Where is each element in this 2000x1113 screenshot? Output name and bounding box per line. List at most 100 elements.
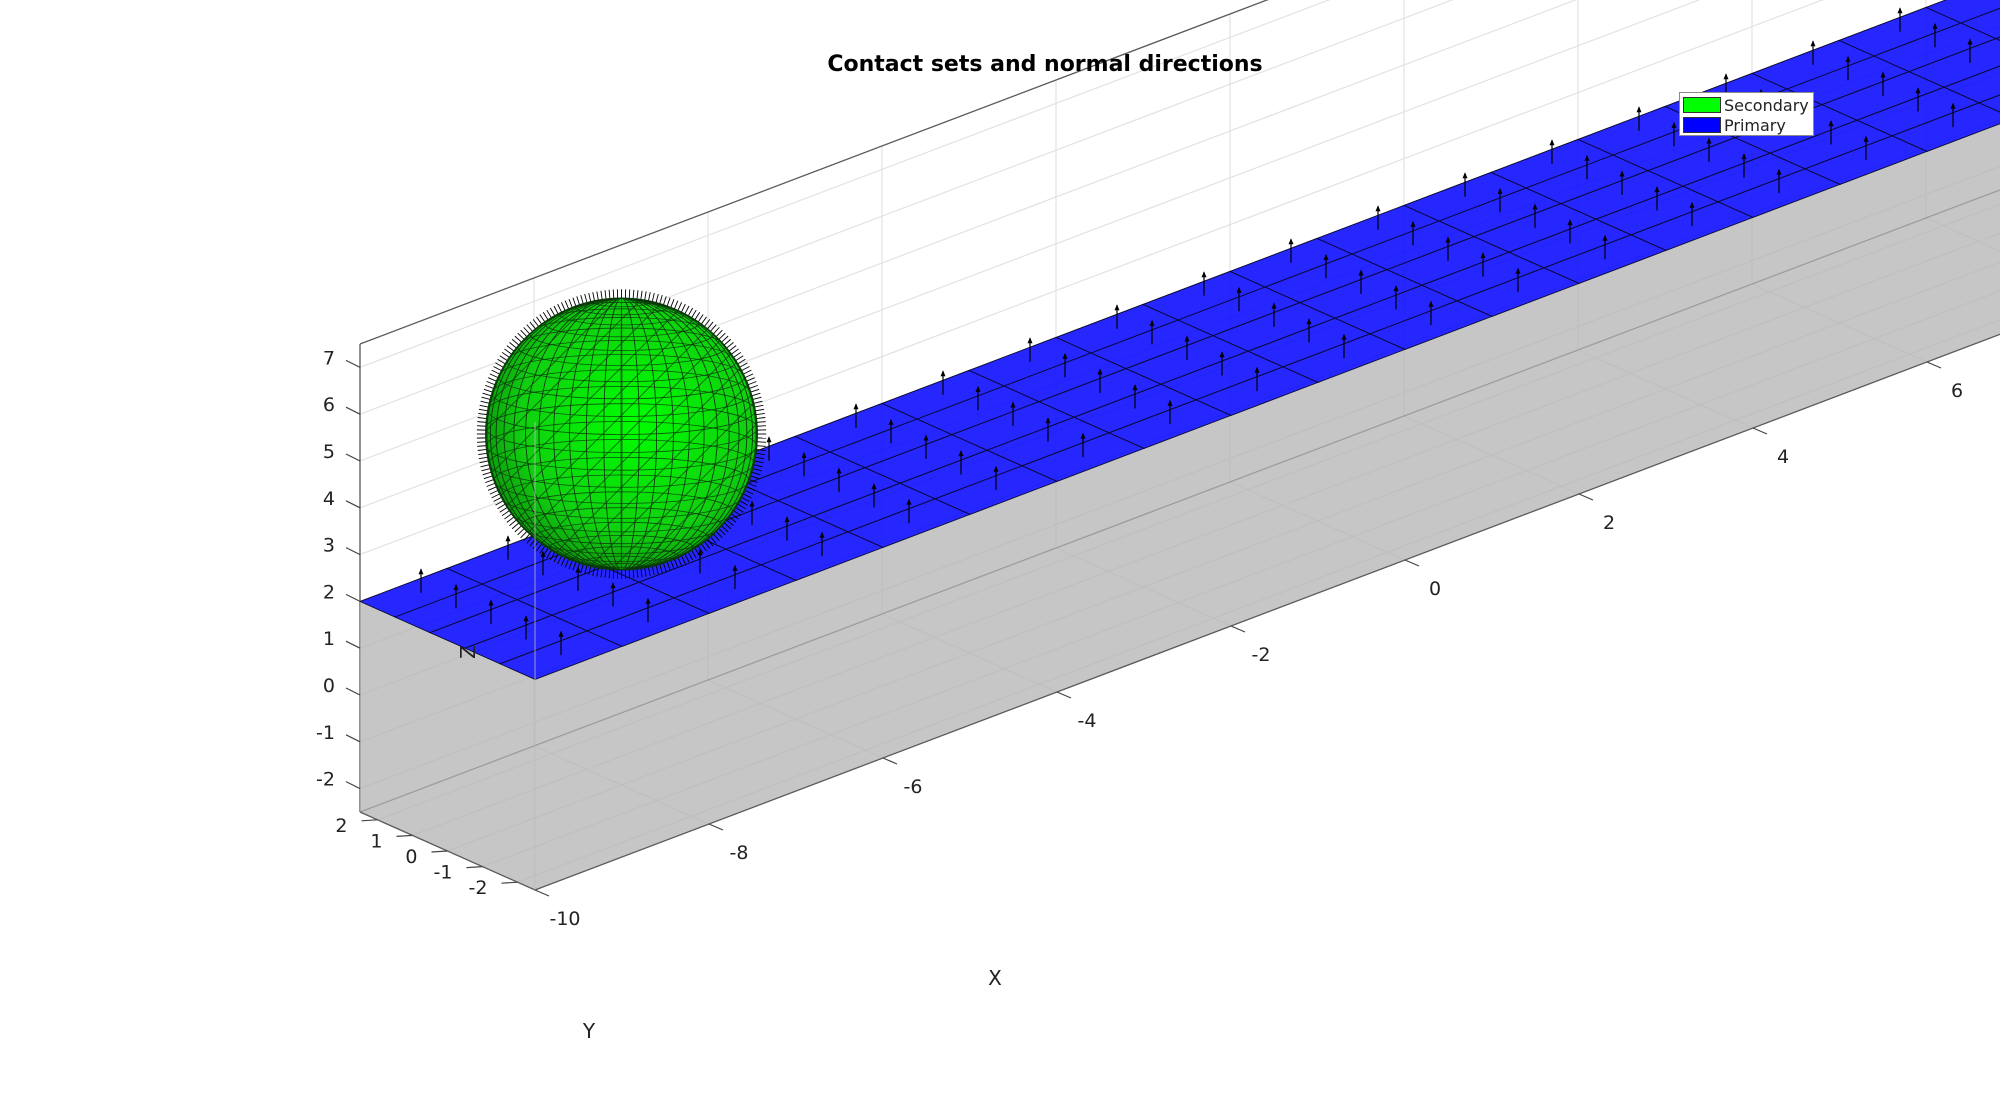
secondary-normal-arrow bbox=[694, 312, 701, 321]
secondary-normal-arrow bbox=[743, 493, 752, 499]
y-tick bbox=[361, 819, 378, 822]
secondary-normal-arrow bbox=[670, 560, 675, 570]
secondary-normal-arrow bbox=[694, 547, 701, 556]
secondary-normal-arrow bbox=[756, 441, 767, 443]
secondary-normal-arrow bbox=[576, 296, 580, 306]
x-tick-label: -10 bbox=[549, 908, 580, 930]
y-tick-label: 2 bbox=[335, 815, 347, 837]
primary-normal-arrowhead bbox=[1689, 201, 1695, 208]
secondary-normal-arrow bbox=[576, 562, 580, 572]
secondary-normal-arrow bbox=[580, 564, 584, 573]
secondary-normal-arrow bbox=[754, 404, 764, 408]
secondary-normal-arrow bbox=[564, 558, 570, 568]
primary-box-body bbox=[360, 123, 2000, 890]
sphere-longitude-line bbox=[525, 298, 718, 570]
secondary-normal-arrow bbox=[493, 496, 502, 502]
primary-normal-arrowhead bbox=[1167, 399, 1173, 406]
primary-normal-arrowhead bbox=[1723, 73, 1729, 80]
secondary-normal-arrow bbox=[755, 452, 765, 456]
secondary-normal-arrow bbox=[726, 519, 734, 526]
secondary-normal-arrow bbox=[568, 560, 573, 570]
z-tick-label: 5 bbox=[323, 441, 335, 463]
secondary-normal-arrow bbox=[648, 566, 651, 576]
secondary-normal-arrow bbox=[549, 307, 556, 317]
primary-normal-arrowhead bbox=[1880, 71, 1886, 78]
secondary-normal-arrow bbox=[499, 355, 508, 362]
secondary-normal-arrow bbox=[666, 561, 671, 571]
secondary-normal-arrow bbox=[600, 568, 603, 578]
secondary-normal-arrow bbox=[553, 305, 559, 315]
secondary-normal-arrow bbox=[640, 568, 643, 578]
secondary-normal-arrow bbox=[478, 412, 488, 416]
secondary-normal-arrow bbox=[504, 513, 512, 520]
secondary-normal-arrow bbox=[499, 506, 508, 513]
y-tick-label: 0 bbox=[405, 846, 417, 868]
secondary-normal-arrow bbox=[756, 425, 767, 427]
y-tick-label: -1 bbox=[434, 862, 453, 884]
secondary-normal-arrow bbox=[506, 345, 515, 352]
secondary-normal-arrow bbox=[539, 314, 546, 323]
z-tick-label: 3 bbox=[323, 535, 335, 557]
x-tick-label: -4 bbox=[1078, 710, 1097, 732]
secondary-normal-arrow bbox=[568, 298, 573, 308]
secondary-normal-arrow bbox=[564, 300, 570, 310]
primary-normal-arrowhead bbox=[1897, 7, 1903, 14]
secondary-normal-arrow bbox=[520, 531, 528, 539]
primary-normal-arrowhead bbox=[1254, 366, 1260, 373]
x-tick bbox=[534, 889, 550, 897]
primary-normal-arrowhead bbox=[958, 450, 964, 457]
primary-normal-arrowhead bbox=[558, 630, 564, 637]
sphere-diagonal-line bbox=[610, 298, 758, 570]
primary-normal-arrowhead bbox=[1288, 238, 1294, 245]
sphere-longitude-line bbox=[490, 298, 753, 570]
secondary-normal-arrow bbox=[526, 324, 533, 332]
legend-entry-secondary[interactable]: Secondary bbox=[1683, 95, 1809, 115]
secondary-normal-arrow bbox=[715, 531, 723, 539]
secondary-normal-arrow bbox=[697, 545, 704, 554]
primary-normal-arrowhead bbox=[523, 615, 529, 622]
z-tick-label: -2 bbox=[316, 769, 335, 791]
secondary-normal-arrow bbox=[517, 332, 525, 340]
secondary-normal-arrow bbox=[482, 392, 492, 397]
secondary-normal-arrow bbox=[659, 295, 663, 304]
primary-normal-arrowhead bbox=[1497, 187, 1503, 194]
secondary-normal-arrow bbox=[721, 525, 729, 533]
legend-entry-primary[interactable]: Primary bbox=[1683, 115, 1786, 135]
secondary-normal-arrow bbox=[479, 460, 489, 464]
primary-normal-arrowhead bbox=[1932, 22, 1938, 29]
secondary-normal-arrow bbox=[485, 479, 494, 484]
secondary-normal-arrow bbox=[584, 293, 588, 303]
primary-normal-arrowhead bbox=[1863, 135, 1869, 142]
primary-normal-arrowhead bbox=[1619, 170, 1625, 177]
z-tick bbox=[345, 593, 361, 602]
secondary-normal-arrow bbox=[659, 564, 663, 573]
secondary-normal-arrow bbox=[691, 309, 697, 319]
secondary-normal-arrow bbox=[746, 486, 755, 491]
secondary-normal-arrow bbox=[704, 541, 711, 549]
secondary-normal-arrow bbox=[707, 321, 714, 330]
secondary-normal-arrow bbox=[506, 516, 515, 523]
secondary-normal-arrow bbox=[735, 355, 744, 362]
axis-labels: X Y Z bbox=[456, 645, 1002, 1043]
secondary-normal-arrow bbox=[640, 290, 643, 300]
secondary-normal-arrow bbox=[491, 369, 500, 375]
secondary-normal-arrow bbox=[687, 551, 694, 561]
primary-normal-arrowhead bbox=[1671, 121, 1677, 128]
z-tick bbox=[345, 406, 361, 415]
secondary-normal-arrow bbox=[756, 421, 766, 423]
primary-normal-arrowhead bbox=[1201, 271, 1207, 278]
x-tick-label: -8 bbox=[730, 842, 749, 864]
primary-normal-arrowhead bbox=[418, 568, 424, 575]
primary-normal-arrowhead bbox=[1549, 139, 1555, 146]
x-tick bbox=[882, 757, 898, 765]
secondary-normal-arrow bbox=[511, 338, 520, 346]
primary-normal-arrowhead bbox=[975, 385, 981, 392]
legend[interactable]: Secondary Primary bbox=[1679, 92, 1814, 136]
primary-normal-arrowhead bbox=[1080, 432, 1086, 439]
primary-normal-arrowhead bbox=[1741, 153, 1747, 160]
secondary-normal-arrow bbox=[539, 545, 546, 554]
axes-top-edges bbox=[359, 0, 1269, 345]
primary-normal-arrowhead bbox=[1393, 285, 1399, 292]
sphere-longitude-line bbox=[513, 298, 730, 570]
secondary-normal-arrow bbox=[755, 456, 765, 460]
